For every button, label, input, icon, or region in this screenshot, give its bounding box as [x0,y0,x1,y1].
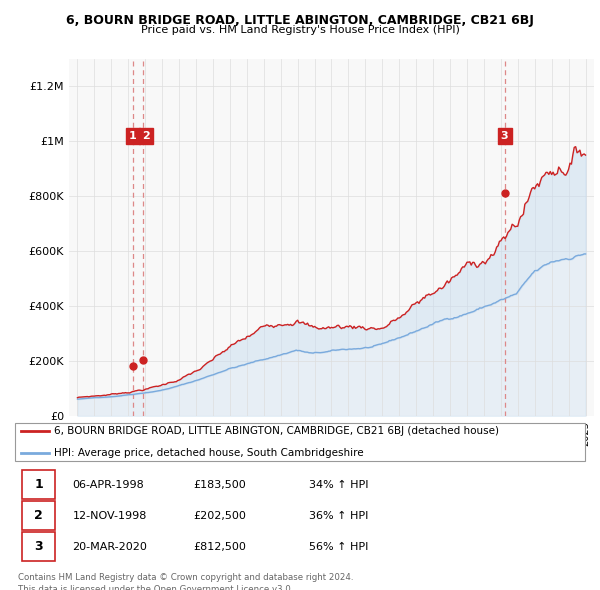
FancyBboxPatch shape [22,502,55,530]
Text: 06-APR-1998: 06-APR-1998 [73,480,144,490]
FancyBboxPatch shape [15,423,584,461]
Text: 6, BOURN BRIDGE ROAD, LITTLE ABINGTON, CAMBRIDGE, CB21 6BJ (detached house): 6, BOURN BRIDGE ROAD, LITTLE ABINGTON, C… [54,427,499,436]
Text: 12-NOV-1998: 12-NOV-1998 [73,511,147,520]
Text: 36% ↑ HPI: 36% ↑ HPI [308,511,368,520]
Text: £183,500: £183,500 [193,480,246,490]
Text: 6, BOURN BRIDGE ROAD, LITTLE ABINGTON, CAMBRIDGE, CB21 6BJ: 6, BOURN BRIDGE ROAD, LITTLE ABINGTON, C… [66,14,534,27]
Text: 56% ↑ HPI: 56% ↑ HPI [308,542,368,552]
Text: 2: 2 [34,509,43,522]
Text: 34% ↑ HPI: 34% ↑ HPI [308,480,368,490]
Text: HPI: Average price, detached house, South Cambridgeshire: HPI: Average price, detached house, Sout… [54,448,364,457]
Text: £202,500: £202,500 [193,511,247,520]
FancyBboxPatch shape [22,470,55,499]
Text: 3: 3 [501,131,508,141]
Text: 2: 2 [142,131,149,141]
Text: £812,500: £812,500 [193,542,247,552]
Text: 3: 3 [34,540,43,553]
Text: 1: 1 [129,131,137,141]
Text: Contains HM Land Registry data © Crown copyright and database right 2024.
This d: Contains HM Land Registry data © Crown c… [18,573,353,590]
Text: 20-MAR-2020: 20-MAR-2020 [73,542,148,552]
Text: 1: 1 [34,478,43,491]
Text: Price paid vs. HM Land Registry's House Price Index (HPI): Price paid vs. HM Land Registry's House … [140,25,460,35]
FancyBboxPatch shape [22,532,55,561]
